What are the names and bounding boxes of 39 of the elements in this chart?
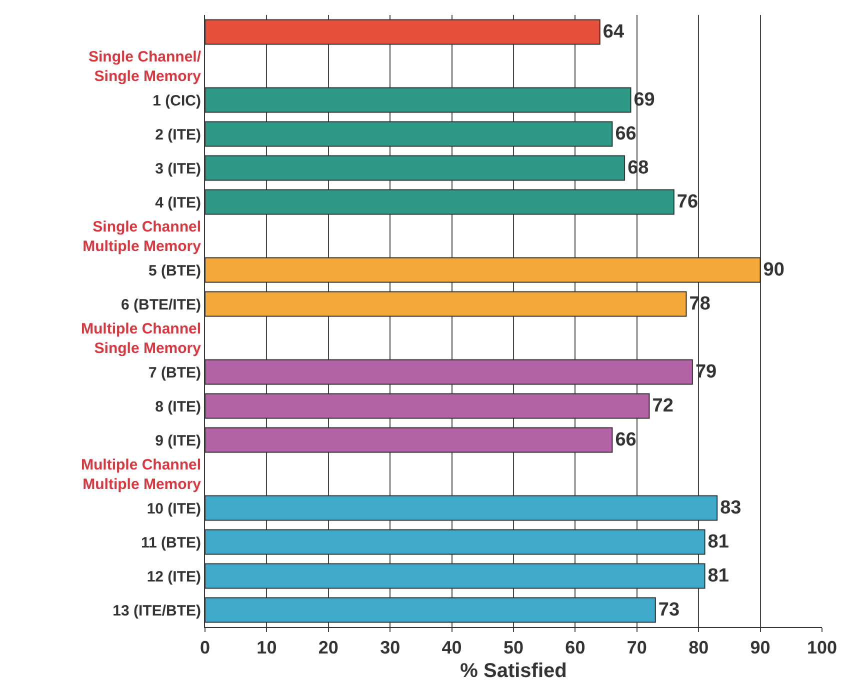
x-tick-label: 10	[256, 638, 277, 658]
x-tick-label: 0	[200, 638, 210, 658]
y-tick-label: Single Channel/ Single Memory	[88, 48, 202, 85]
x-tick-label: 70	[626, 638, 647, 658]
y-tick-label: 12 (ITE)	[146, 568, 201, 586]
x-tick-label: 50	[503, 638, 524, 658]
y-tick-label: 2 (ITE)	[155, 126, 201, 144]
y-tick-label: 7 (BTE)	[148, 364, 202, 382]
data-label: 81	[708, 532, 730, 552]
data-label: 72	[652, 396, 674, 416]
data-label: 83	[720, 498, 742, 518]
y-tick-label: 8 (ITE)	[155, 398, 201, 416]
x-tick-label: 60	[565, 638, 586, 658]
y-tick-label: 5 (BTE)	[148, 262, 202, 280]
y-tick-label: 1 (CIC)	[152, 92, 201, 110]
y-tick-label: 6 (BTE/ITE)	[120, 296, 201, 314]
y-tick-label: Multiple Channel Multiple Memory	[81, 456, 202, 493]
y-tick-label: Multiple Channel Single Memory	[81, 320, 202, 357]
y-tick-label: 3 (ITE)	[155, 160, 201, 178]
data-label: 66	[615, 124, 636, 144]
x-axis-title: % Satisfied	[460, 660, 567, 682]
data-label: 76	[676, 192, 698, 212]
x-tick-label: 20	[318, 638, 338, 658]
y-tick-label: 4 (ITE)	[155, 194, 201, 212]
y-tick-label: 9 (ITE)	[155, 432, 201, 450]
y-tick-label: 13 (ITE/BTE)	[112, 602, 201, 620]
x-tick-label: 100	[806, 638, 838, 658]
data-label: 73	[658, 600, 680, 620]
x-tick-label: 80	[688, 638, 709, 658]
data-label: 66	[615, 430, 636, 450]
x-tick-label: 90	[750, 638, 770, 658]
data-label: 90	[763, 260, 784, 280]
y-tick-label: 10 (ITE)	[146, 500, 201, 518]
x-tick-label: 30	[380, 638, 400, 658]
data-label: 81	[708, 566, 730, 586]
x-tick-label: 40	[442, 638, 462, 658]
y-tick-label: Single Channel Multiple Memory	[82, 218, 202, 255]
y-tick-label: 11 (BTE)	[140, 534, 202, 552]
data-label: 64	[602, 22, 624, 42]
